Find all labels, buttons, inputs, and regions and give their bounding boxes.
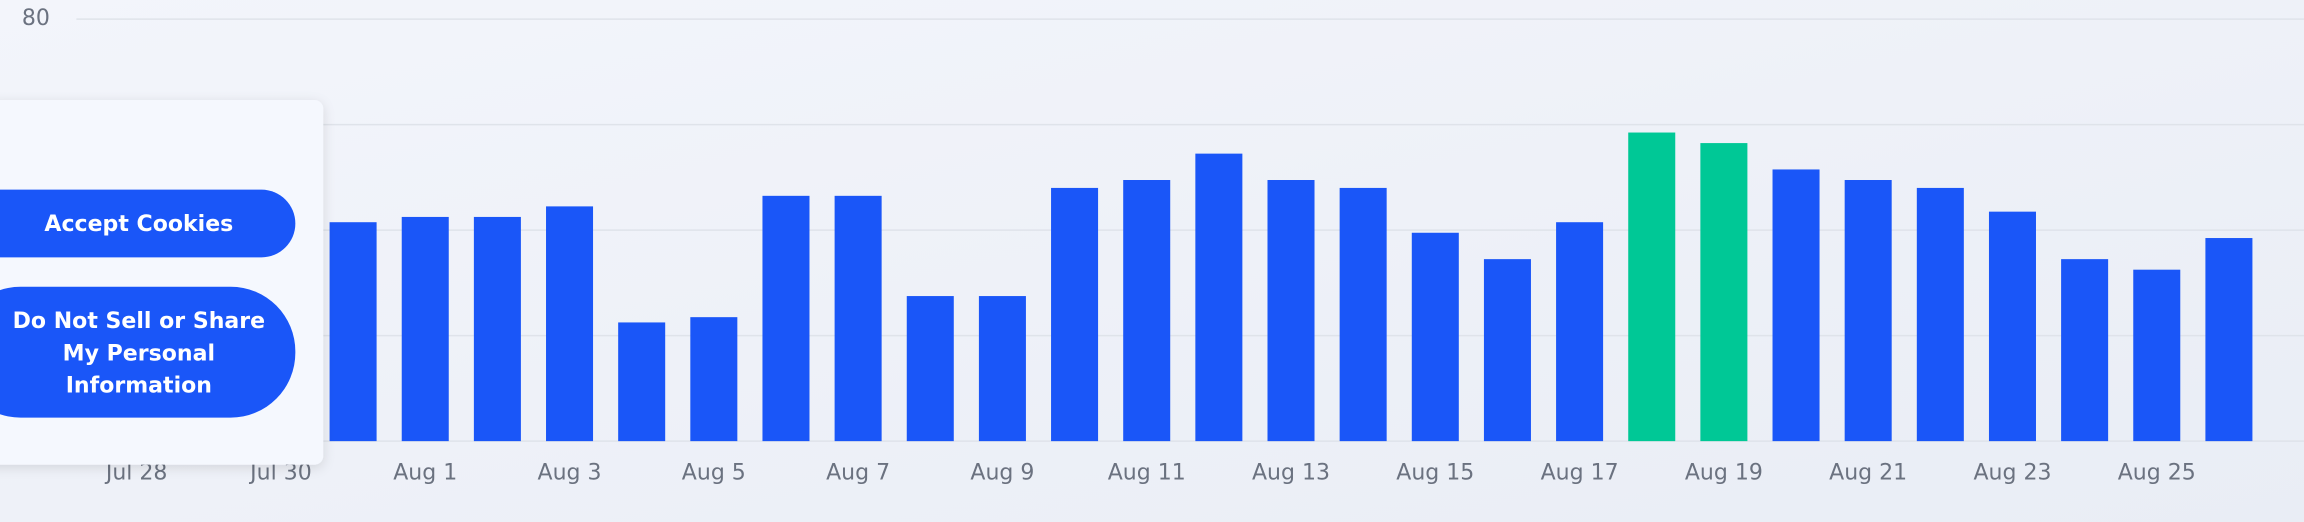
y-tick-label: 80 — [22, 6, 50, 31]
bar — [618, 322, 666, 442]
accept-label-box: Accept Cookies — [44, 210, 234, 237]
accept-button[interactable] — [0, 189, 296, 258]
x-tick-label: Aug 7 — [826, 460, 890, 485]
bar — [1700, 143, 1748, 442]
x-tick-label: Aug 3 — [538, 460, 602, 485]
do-not-sell-label[interactable]: Do Not Sell or Share My Personal Informa… — [12, 306, 266, 398]
bar — [1988, 211, 2036, 442]
x-tick-label: Aug 13 — [1252, 460, 1330, 485]
x-tick-label: Aug 9 — [970, 460, 1034, 485]
bar — [1628, 132, 1676, 442]
bar — [329, 222, 377, 442]
x-tick-label: Aug 23 — [1973, 460, 2051, 485]
bar — [834, 195, 882, 442]
bar — [1772, 169, 1820, 442]
x-tick-label: Aug 17 — [1541, 460, 1619, 485]
bar — [1916, 187, 1964, 442]
bar — [473, 216, 521, 442]
bar — [690, 317, 738, 442]
bar — [1267, 180, 1315, 442]
x-tick-label: Aug 25 — [2118, 460, 2196, 485]
bar — [2205, 238, 2253, 442]
bar — [978, 296, 1026, 442]
bar — [1195, 153, 1243, 442]
x-tick-label: Aug 15 — [1396, 460, 1474, 485]
x-tick-label: Aug 1 — [393, 460, 457, 485]
bar — [2061, 259, 2109, 442]
bar — [1051, 187, 1099, 442]
bar — [762, 195, 810, 442]
bar — [401, 216, 449, 442]
x-tick-label: Aug 19 — [1685, 460, 1763, 485]
bar — [1556, 222, 1604, 442]
bar — [1123, 180, 1171, 442]
x-tick-label: Aug 5 — [682, 460, 746, 485]
accept-label[interactable]: Accept Cookies — [44, 210, 234, 237]
bar — [2133, 269, 2181, 442]
x-tick-label: Aug 21 — [1829, 460, 1907, 485]
bar — [1844, 180, 1892, 442]
x-tick-label: Aug 11 — [1108, 460, 1186, 485]
bar — [1339, 187, 1387, 442]
bar — [546, 206, 594, 442]
do-not-sell-label-box: Do Not Sell or Share My Personal Informa… — [12, 306, 266, 398]
bar — [906, 296, 954, 442]
bar — [1483, 259, 1531, 442]
do-not-sell-button[interactable] — [0, 286, 296, 418]
cookie-panel: Accept Cookies Do Not Sell or Share My P… — [0, 99, 324, 465]
bar — [1411, 232, 1459, 442]
